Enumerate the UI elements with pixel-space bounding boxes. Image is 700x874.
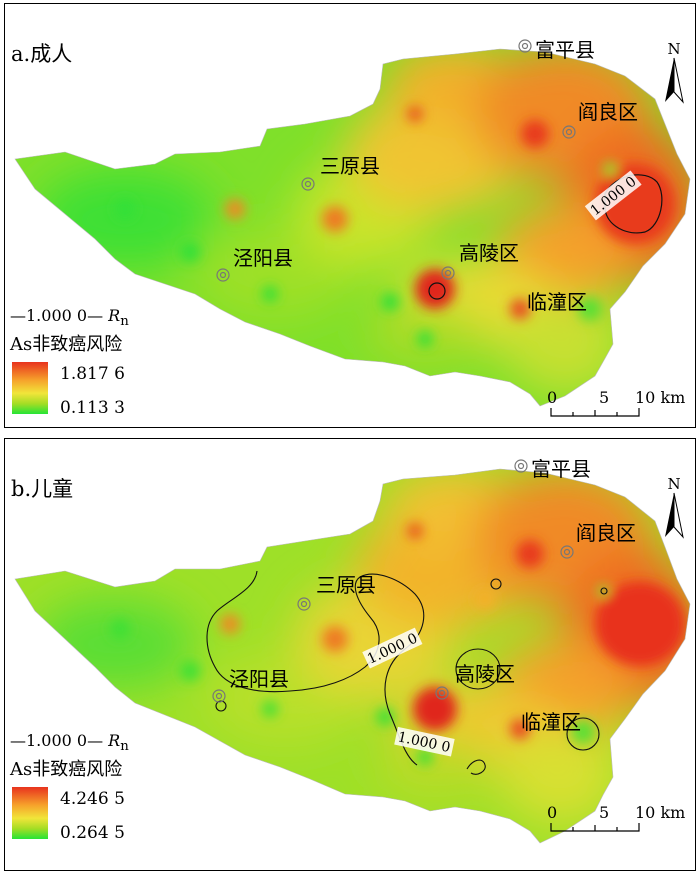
panel-title: a.成人 [11, 42, 73, 66]
map-panel-child: 1.000 0 1.000 0 b.儿童 富平县 阎良区 三原县 泾阳县 高陵区… [4, 438, 696, 871]
place-label-fuping: 富平县 [535, 38, 595, 62]
north-label: N [667, 40, 681, 58]
scale-label-0: 0 [547, 803, 558, 822]
risk-map-child: 1.000 0 1.000 0 [14, 468, 691, 844]
city-marker-icon [216, 267, 230, 282]
city-marker-icon [212, 688, 226, 703]
city-marker-icon [297, 596, 311, 611]
north-arrow-icon: N [659, 40, 689, 106]
legend: —1.000 0— Rn As非致癌风险 4.246 5 0.264 5 [10, 731, 210, 851]
region-boundary [14, 48, 691, 407]
legend-title: As非致癌风险 [10, 759, 123, 780]
legend-max-value: 1.817 6 [60, 364, 125, 384]
contour-line [455, 648, 501, 690]
city-marker-icon [301, 176, 315, 191]
scale-label-5: 5 [599, 803, 610, 822]
contour-line [215, 700, 227, 712]
legend-contour-symbol: R [108, 306, 121, 325]
place-label-gaoling: 高陵区 [455, 662, 515, 686]
place-label-yanliang: 阎良区 [576, 521, 636, 545]
contour-line [490, 578, 502, 590]
place-label-yanliang: 阎良区 [578, 100, 638, 124]
place-label-lintong: 临潼区 [521, 710, 581, 734]
place-label-sanyuan: 三原县 [320, 154, 380, 178]
color-ramp [12, 362, 48, 414]
legend-contour-value: 1.000 0 [26, 306, 88, 325]
contour-line [206, 570, 425, 766]
contour-line [466, 759, 486, 775]
legend: —1.000 0— Rn As非致癌风险 1.817 6 0.113 3 [10, 306, 210, 426]
contour-line [566, 717, 600, 751]
city-marker-icon [518, 38, 532, 53]
place-label-sanyuan: 三原县 [316, 573, 376, 597]
scale-label-10: 10 km [635, 803, 686, 822]
place-label-fuping: 富平县 [531, 457, 591, 481]
place-label-lintong: 临潼区 [527, 290, 587, 314]
legend-min-value: 0.264 5 [60, 823, 125, 843]
legend-contour-key: —1.000 0— Rn [10, 731, 129, 755]
city-marker-icon [560, 544, 574, 559]
legend-contour-subscript: n [120, 739, 129, 755]
scale-bar: 0 5 10 km [545, 803, 695, 833]
legend-max-value: 4.246 5 [60, 789, 125, 809]
city-marker-icon [514, 458, 528, 473]
north-label: N [667, 475, 681, 493]
risk-map-adult: 1.000 0 [14, 48, 691, 407]
scale-label-0: 0 [547, 388, 558, 407]
city-marker-icon [441, 265, 455, 280]
region-boundary [14, 468, 691, 844]
legend-contour-symbol: R [108, 731, 121, 750]
color-ramp [12, 787, 48, 839]
legend-title: As非致癌风险 [10, 334, 123, 355]
scale-label-10: 10 km [635, 388, 686, 407]
legend-contour-key: —1.000 0— Rn [10, 306, 129, 330]
place-label-jingyang: 泾阳县 [229, 667, 289, 691]
contour-line [428, 282, 446, 300]
map-panel-adult: 1.000 0 a.成人 富平县 阎良区 三原县 泾阳县 高陵区 临潼区 N —… [4, 3, 696, 428]
scale-label-5: 5 [599, 388, 610, 407]
panel-title: b.儿童 [11, 477, 74, 501]
place-label-gaoling: 高陵区 [459, 241, 519, 265]
city-marker-icon [562, 124, 576, 139]
legend-contour-value: 1.000 0 [26, 731, 88, 750]
legend-min-value: 0.113 3 [60, 398, 125, 418]
legend-contour-subscript: n [120, 314, 129, 330]
scale-bar: 0 5 10 km [545, 388, 695, 418]
north-arrow-icon: N [659, 475, 689, 541]
place-label-jingyang: 泾阳县 [233, 246, 293, 270]
city-marker-icon [435, 685, 449, 700]
contour-line [600, 587, 608, 595]
